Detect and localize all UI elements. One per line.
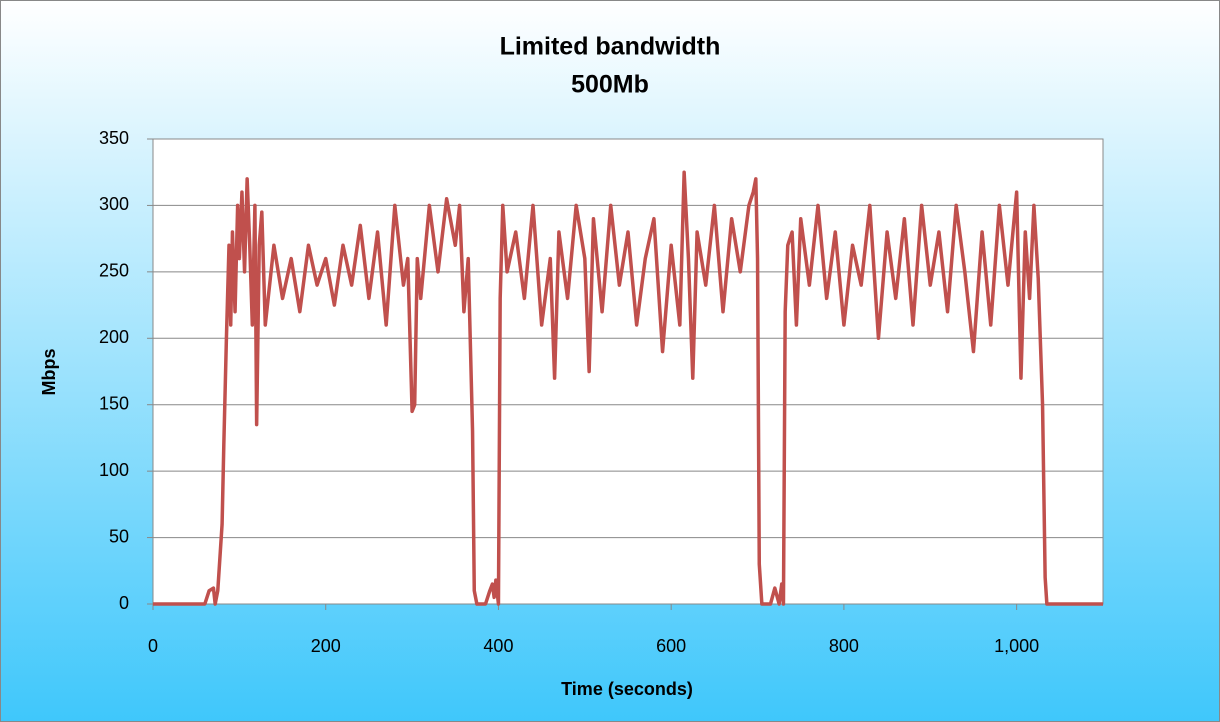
x-tick-label: 400 <box>483 636 513 656</box>
chart-title: Limited bandwidth <box>500 33 721 61</box>
y-axis-label: Mbps <box>39 349 59 396</box>
y-tick-label: 350 <box>99 128 129 148</box>
y-tick-label: 100 <box>99 460 129 480</box>
x-axis-label: Time (seconds) <box>561 679 693 699</box>
y-tick-label: 250 <box>99 261 129 281</box>
y-tick-label: 0 <box>119 593 129 613</box>
y-tick-label: 50 <box>109 526 129 546</box>
y-tick-label: 150 <box>99 393 129 413</box>
x-tick-label: 200 <box>311 636 341 656</box>
chart-subtitle: 500Mb <box>571 71 649 99</box>
x-tick-label: 0 <box>148 636 158 656</box>
y-tick-label: 300 <box>99 194 129 214</box>
x-tick-label: 1,000 <box>994 636 1039 656</box>
plot-area <box>152 138 1104 605</box>
y-tick-label: 200 <box>99 327 129 347</box>
data-line <box>153 170 1103 606</box>
x-tick-label: 600 <box>656 636 686 656</box>
x-tick-label: 800 <box>829 636 859 656</box>
